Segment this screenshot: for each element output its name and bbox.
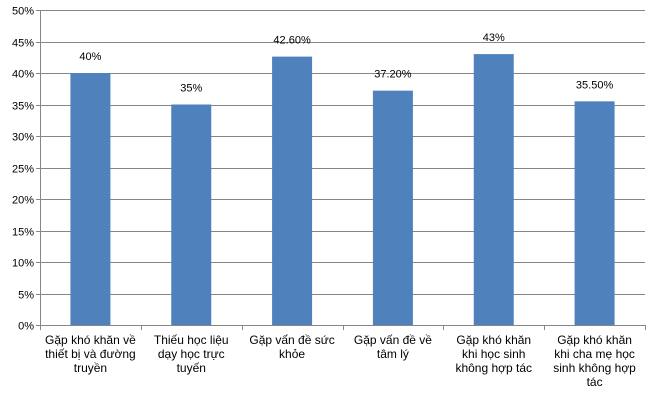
y-tick-label: 40% [12, 69, 34, 81]
y-tick-label: 35% [12, 101, 34, 113]
y-tick-label: 30% [12, 132, 34, 144]
x-category-label: Gặp vấn đề sức khỏe [249, 333, 335, 361]
x-category-label: Gặp vấn đề về tâm lý [353, 333, 432, 361]
bar [574, 101, 615, 325]
y-tick-label: 15% [12, 227, 34, 239]
bar [272, 56, 313, 326]
bar [171, 104, 212, 325]
bar [372, 90, 413, 325]
bar [70, 73, 111, 325]
y-tick-label: 25% [12, 164, 34, 176]
data-label: 40% [79, 51, 101, 63]
y-tick-label: 20% [12, 195, 34, 207]
x-category-label: Gặp khó khăn khi cha mẹ học sinh không h… [553, 333, 636, 389]
y-tick-label: 50% [12, 6, 34, 18]
bar [473, 54, 514, 325]
data-label: 35.50% [576, 79, 614, 91]
x-category-label: Gặp khó khăn về thiết bị và đường truyền [45, 333, 136, 375]
y-tick-label: 5% [18, 290, 34, 302]
data-label: 43% [483, 32, 505, 44]
x-category-label: Thiếu học liệu dạy học trực tuyến [153, 333, 229, 375]
y-tick-label: 0% [18, 321, 34, 333]
y-tick-label: 10% [12, 258, 34, 270]
y-tick-label: 45% [12, 38, 34, 50]
x-category-label: Gặp khó khăn khi học sinh không hợp tác [455, 333, 533, 375]
data-label: 42.60% [273, 35, 311, 47]
data-label: 37.20% [374, 69, 412, 81]
data-label: 35% [180, 83, 202, 95]
